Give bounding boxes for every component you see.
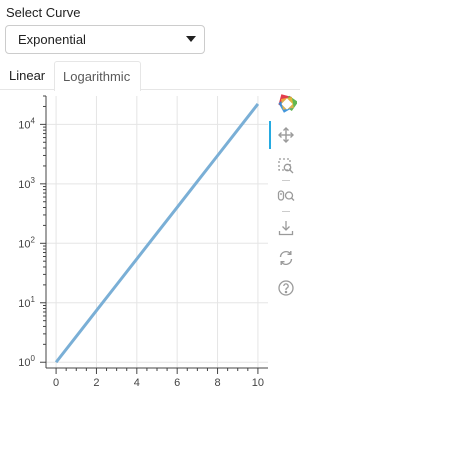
scale-tabs: Linear Logarithmic [0,60,300,91]
bokeh-logo-icon[interactable] [277,94,297,113]
x-tick-label: 2 [93,377,99,389]
chevron-down-icon [184,32,198,46]
pan-icon[interactable] [277,126,295,144]
y-tick-label: 101 [18,295,35,310]
x-tick-label: 10 [252,377,264,389]
x-tick-label: 8 [214,377,220,389]
box-zoom-icon[interactable] [277,157,295,175]
toolbar-divider [282,211,290,212]
x-tick-label: 4 [134,377,140,389]
active-tool-indicator [269,121,271,149]
x-tick-label: 6 [174,377,180,389]
curve-select-value: Exponential [18,32,86,47]
line-chart[interactable]: 0 2 4 6 8 10 100 101 102 103 104 [0,90,268,390]
tab-linear[interactable]: Linear [9,68,46,83]
y-tick-label: 103 [18,176,35,191]
reset-icon[interactable] [277,249,295,267]
help-icon[interactable] [277,279,295,297]
plot-toolbar [268,92,300,302]
plot-area[interactable]: 0 2 4 6 8 10 100 101 102 103 104 [0,90,268,395]
series-line [54,103,260,364]
curve-select[interactable]: Exponential [5,25,205,54]
y-tick-label: 104 [18,116,35,131]
x-tick-label: 0 [53,377,59,389]
wheel-zoom-icon[interactable] [277,188,295,206]
save-icon[interactable] [277,219,295,237]
tab-logarithmic[interactable]: Logarithmic [54,61,141,91]
y-tick-label: 102 [18,235,35,250]
y-tick-label: 100 [18,354,35,369]
toolbar-divider [282,180,290,181]
select-curve-label: Select Curve [6,5,81,20]
